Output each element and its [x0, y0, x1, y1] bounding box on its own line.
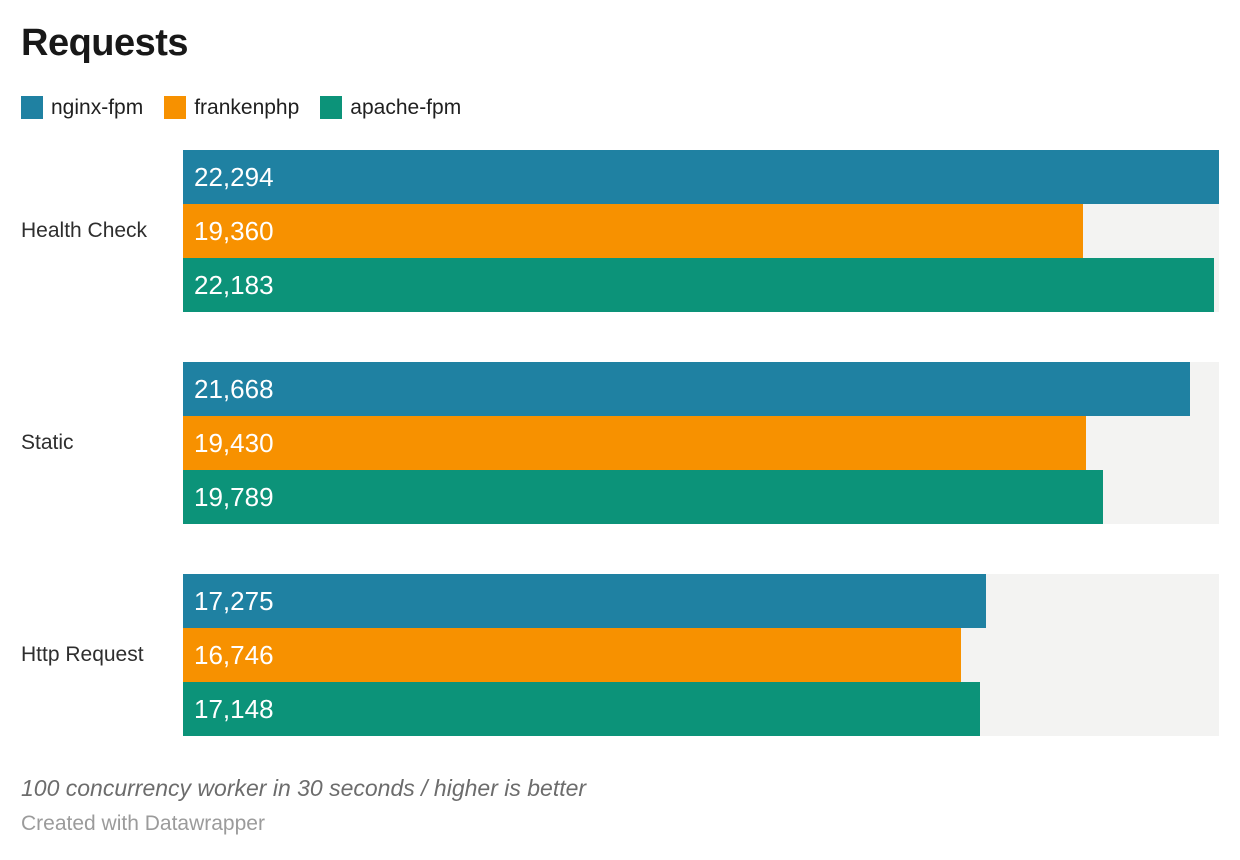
value-label: 17,275	[194, 585, 274, 616]
value-label: 19,430	[194, 427, 274, 458]
bar-track: 22,183	[183, 258, 1219, 312]
legend-swatch	[164, 96, 187, 119]
chart-title: Requests	[21, 22, 189, 64]
legend-label: frankenphp	[194, 96, 300, 119]
bar-nginx-fpm: 22,294	[183, 150, 1219, 204]
bar-track: 16,746	[183, 628, 1219, 682]
category-label: Http Request	[21, 643, 144, 666]
legend-item: frankenphp	[164, 96, 299, 119]
legend-swatch	[320, 96, 343, 119]
bar-apache-fpm: 19,789	[183, 470, 1103, 524]
bar-track: 22,294	[183, 150, 1219, 204]
bar-chart: Health Check 22,294 19,360 22,183 Static 21,6…	[0, 150, 1240, 736]
legend-item: apache-fpm	[320, 96, 461, 119]
bar-track: 21,668	[183, 362, 1219, 416]
legend-label: apache-fpm	[350, 96, 462, 119]
legend: nginx-fpm frankenphp apache-fpm	[21, 96, 461, 119]
datawrapper-credit: Created with Datawrapper	[21, 812, 265, 835]
value-label: 19,360	[194, 215, 274, 246]
bars-area: 22,294 19,360 22,183	[183, 150, 1219, 312]
chart-note: 100 concurrency worker in 30 seconds / h…	[21, 775, 587, 801]
bar-track: 19,430	[183, 416, 1219, 470]
category-label: Health Check	[21, 219, 148, 242]
value-label: 22,294	[194, 161, 274, 192]
bars-area: 21,668 19,430 19,789	[183, 362, 1219, 524]
legend-item: nginx-fpm	[21, 96, 143, 119]
bar-frankenphp: 19,430	[183, 416, 1086, 470]
legend-label: nginx-fpm	[51, 96, 144, 119]
bar-apache-fpm: 22,183	[183, 258, 1214, 312]
value-label: 16,746	[194, 639, 274, 670]
category-label: Static	[21, 431, 74, 454]
bar-track: 17,148	[183, 682, 1219, 736]
bar-nginx-fpm: 21,668	[183, 362, 1190, 416]
category-group: Static 21,668 19,430 19,789	[0, 362, 1240, 524]
value-label: 22,183	[194, 269, 274, 300]
bars-area: 17,275 16,746 17,148	[183, 574, 1219, 736]
value-label: 19,789	[194, 481, 274, 512]
chart-footer: 100 concurrency worker in 30 seconds / h…	[21, 774, 586, 836]
category-group: Health Check 22,294 19,360 22,183	[0, 150, 1240, 312]
bar-nginx-fpm: 17,275	[183, 574, 986, 628]
value-label: 17,148	[194, 693, 274, 724]
bar-track: 19,789	[183, 470, 1219, 524]
bar-track: 19,360	[183, 204, 1219, 258]
bar-track: 17,275	[183, 574, 1219, 628]
bar-frankenphp: 19,360	[183, 204, 1083, 258]
category-group: Http Request 17,275 16,746 17,148	[0, 574, 1240, 736]
value-label: 21,668	[194, 373, 274, 404]
bar-frankenphp: 16,746	[183, 628, 962, 682]
bar-apache-fpm: 17,148	[183, 682, 980, 736]
legend-swatch	[21, 96, 43, 119]
